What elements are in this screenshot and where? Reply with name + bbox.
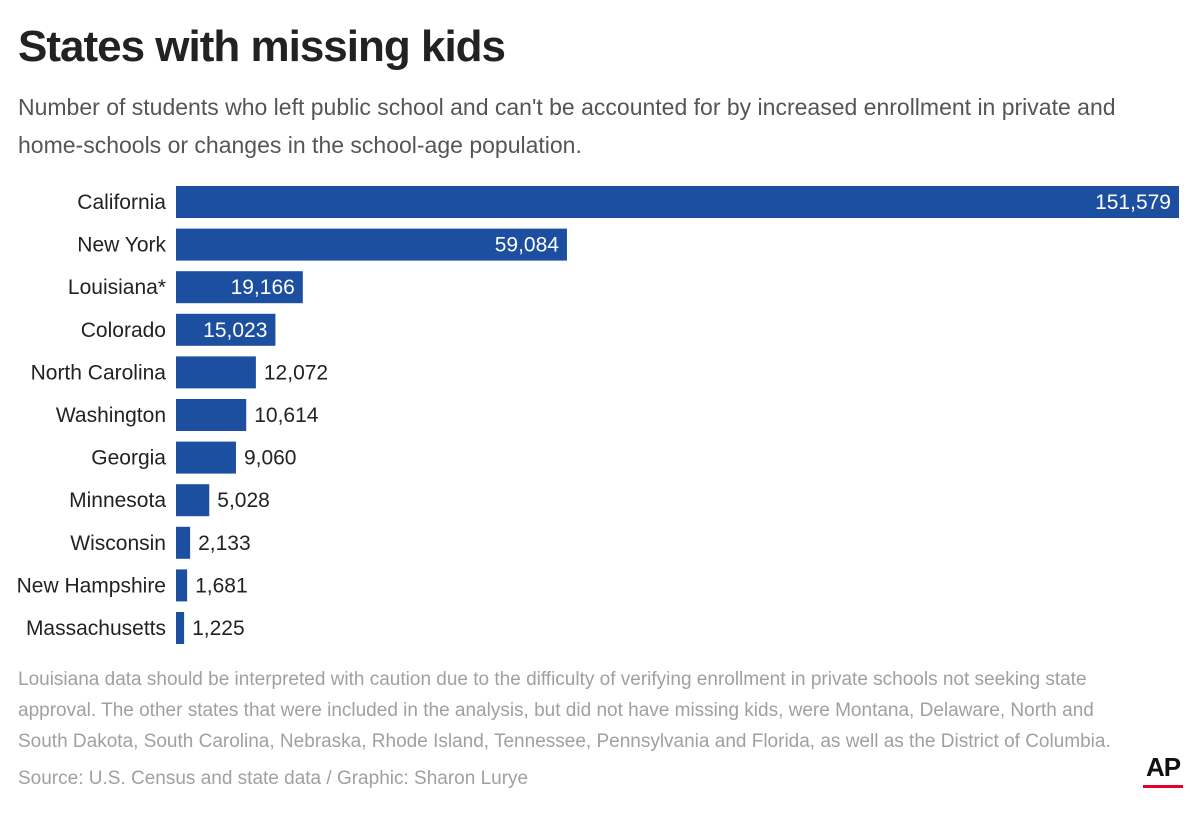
value-label: 19,166 [231,276,295,299]
bar [176,569,188,602]
source-credit: Source: U.S. Census and state data / Gra… [18,768,529,789]
bar [176,484,210,517]
category-label: Washington [56,404,166,427]
bar [176,186,1179,218]
category-label: Louisiana* [68,276,166,299]
bar [176,399,247,431]
category-label: New York [77,234,166,257]
chart-title: States with missing kids [18,22,506,71]
value-label: 59,084 [495,234,560,257]
category-label: California [77,191,166,214]
value-label: 2,133 [198,532,251,555]
category-label: North Carolina [31,361,167,384]
bar [176,441,236,474]
bar [176,228,567,261]
logo-accent-rule [1143,785,1183,788]
bar [176,271,303,304]
category-label: Wisconsin [70,532,166,555]
value-label: 1,225 [192,617,245,640]
chart-subtitle: Number of students who left public schoo… [18,94,1116,158]
value-label: 5,028 [217,489,270,512]
bar [176,612,185,644]
category-label: Georgia [91,447,166,470]
category-label: Massachusetts [26,617,166,640]
bar [176,526,191,559]
ap-logo: AP [1143,752,1183,788]
category-label: New Hampshire [17,574,166,597]
footnote: Louisiana data should be interpreted wit… [18,669,1111,752]
category-label: Colorado [81,319,166,342]
value-label: 12,072 [264,361,328,384]
value-label: 151,579 [1095,191,1171,214]
value-label: 15,023 [203,319,267,342]
category-label: Minnesota [69,489,166,512]
value-label: 1,681 [195,574,248,597]
value-label: 9,060 [244,447,297,470]
bar [176,356,256,389]
ap-logo-text: AP [1145,752,1181,782]
bar-chart: California 151,579 New York 59,084 Louisiana… [17,186,1179,644]
bar [176,313,276,346]
value-label: 10,614 [254,404,319,427]
